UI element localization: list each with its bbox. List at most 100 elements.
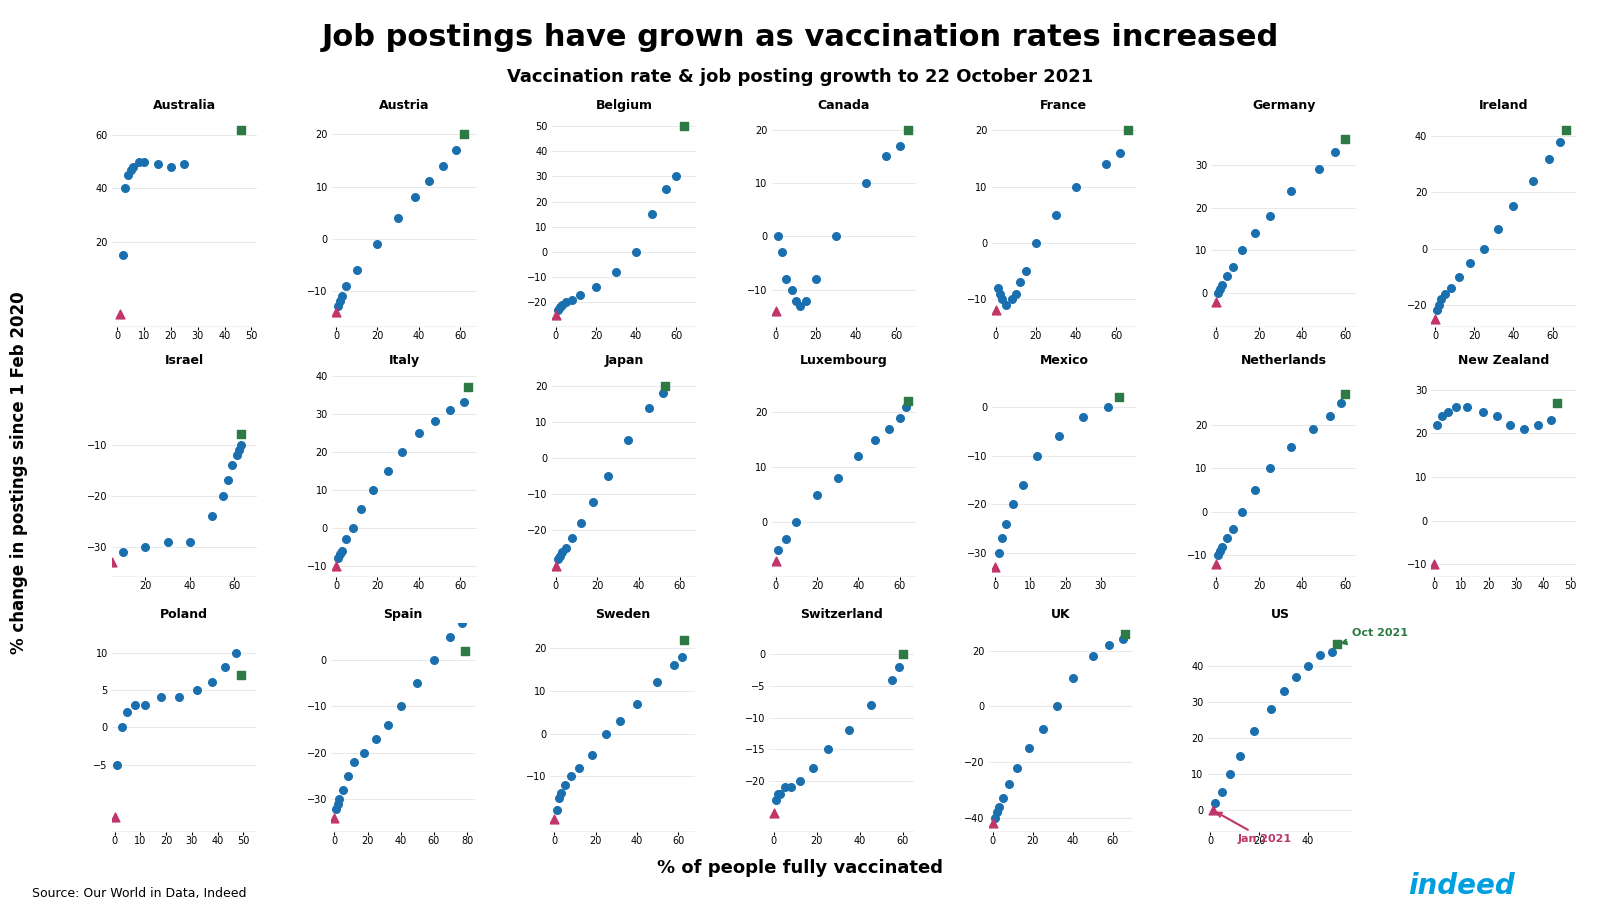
- Point: [1024, 448, 1050, 463]
- Point: [422, 415, 448, 429]
- Point: [1424, 303, 1450, 317]
- Point: [1093, 157, 1118, 172]
- Point: [558, 769, 584, 784]
- Point: [637, 401, 662, 415]
- Point: [762, 805, 787, 820]
- Point: [984, 281, 1010, 295]
- Point: [862, 433, 888, 447]
- Point: [1307, 648, 1333, 663]
- Point: [888, 138, 914, 153]
- Point: [837, 723, 862, 737]
- Text: % of people fully vaccinated: % of people fully vaccinated: [658, 859, 942, 877]
- Title: US: US: [1270, 608, 1290, 622]
- Text: indeed: indeed: [1408, 872, 1515, 900]
- Title: Poland: Poland: [160, 608, 208, 622]
- Title: Italy: Italy: [389, 354, 419, 367]
- Point: [986, 545, 1011, 560]
- Point: [200, 509, 226, 524]
- Point: [773, 272, 798, 286]
- Point: [560, 530, 586, 544]
- Point: [1016, 741, 1042, 755]
- Point: [1435, 405, 1461, 419]
- Point: [330, 783, 355, 797]
- Point: [171, 157, 197, 172]
- Point: [1013, 264, 1038, 278]
- Point: [771, 780, 797, 794]
- Point: [1210, 539, 1235, 554]
- Title: Spain: Spain: [384, 608, 422, 622]
- Title: Japan: Japan: [605, 354, 643, 367]
- Point: [1218, 767, 1243, 782]
- Point: [651, 386, 677, 401]
- Point: [661, 658, 686, 673]
- Point: [1458, 255, 1483, 270]
- Point: [107, 306, 133, 321]
- Point: [669, 650, 694, 664]
- Point: [1426, 297, 1451, 312]
- Point: [672, 119, 698, 134]
- Point: [1059, 671, 1085, 685]
- Text: Vaccination rate & job posting growth to 22 October 2021: Vaccination rate & job posting growth to…: [507, 68, 1093, 86]
- Point: [1320, 644, 1346, 659]
- Point: [158, 160, 184, 175]
- Point: [1333, 387, 1358, 402]
- Title: France: France: [1040, 99, 1088, 113]
- Point: [229, 427, 254, 442]
- Point: [1270, 684, 1296, 698]
- Text: % change in postings since 1 Feb 2020: % change in postings since 1 Feb 2020: [10, 292, 29, 654]
- Point: [1258, 209, 1283, 224]
- Point: [456, 380, 482, 395]
- Point: [998, 292, 1024, 306]
- Point: [330, 289, 355, 304]
- Point: [664, 169, 690, 184]
- Point: [805, 487, 830, 502]
- Point: [229, 437, 254, 452]
- Point: [1544, 395, 1570, 410]
- Point: [814, 742, 840, 756]
- Title: Netherlands: Netherlands: [1240, 354, 1326, 367]
- Point: [224, 447, 250, 462]
- Point: [1242, 483, 1267, 497]
- Point: [99, 554, 125, 569]
- Point: [566, 287, 592, 302]
- Point: [325, 299, 350, 314]
- Point: [102, 810, 128, 824]
- Point: [1003, 760, 1029, 774]
- Point: [787, 774, 813, 788]
- Point: [546, 552, 571, 566]
- Point: [126, 155, 152, 169]
- Point: [581, 494, 606, 509]
- Point: [122, 697, 147, 712]
- Title: Switzerland: Switzerland: [800, 608, 883, 622]
- Point: [874, 149, 899, 164]
- Point: [211, 488, 237, 503]
- Point: [1115, 124, 1141, 138]
- Point: [1472, 241, 1498, 255]
- Point: [1242, 226, 1267, 241]
- Text: Jan 2021: Jan 2021: [1218, 813, 1291, 844]
- Point: [120, 160, 146, 175]
- Point: [547, 300, 573, 315]
- Point: [1278, 184, 1304, 198]
- Point: [982, 560, 1008, 574]
- Point: [779, 283, 805, 297]
- Point: [374, 717, 400, 732]
- Point: [1110, 632, 1136, 646]
- Point: [1112, 626, 1138, 641]
- Point: [443, 143, 469, 157]
- Point: [1203, 557, 1229, 572]
- Point: [773, 532, 798, 546]
- Point: [1096, 638, 1122, 653]
- Point: [794, 294, 819, 308]
- Point: [339, 521, 365, 535]
- Point: [1333, 132, 1358, 146]
- Point: [1205, 285, 1230, 300]
- Point: [1006, 275, 1032, 290]
- Point: [451, 127, 477, 142]
- Point: [994, 297, 1019, 312]
- Point: [1328, 395, 1354, 410]
- Point: [1106, 390, 1131, 405]
- Point: [365, 236, 390, 251]
- Point: [1062, 179, 1088, 194]
- Point: [1203, 295, 1229, 309]
